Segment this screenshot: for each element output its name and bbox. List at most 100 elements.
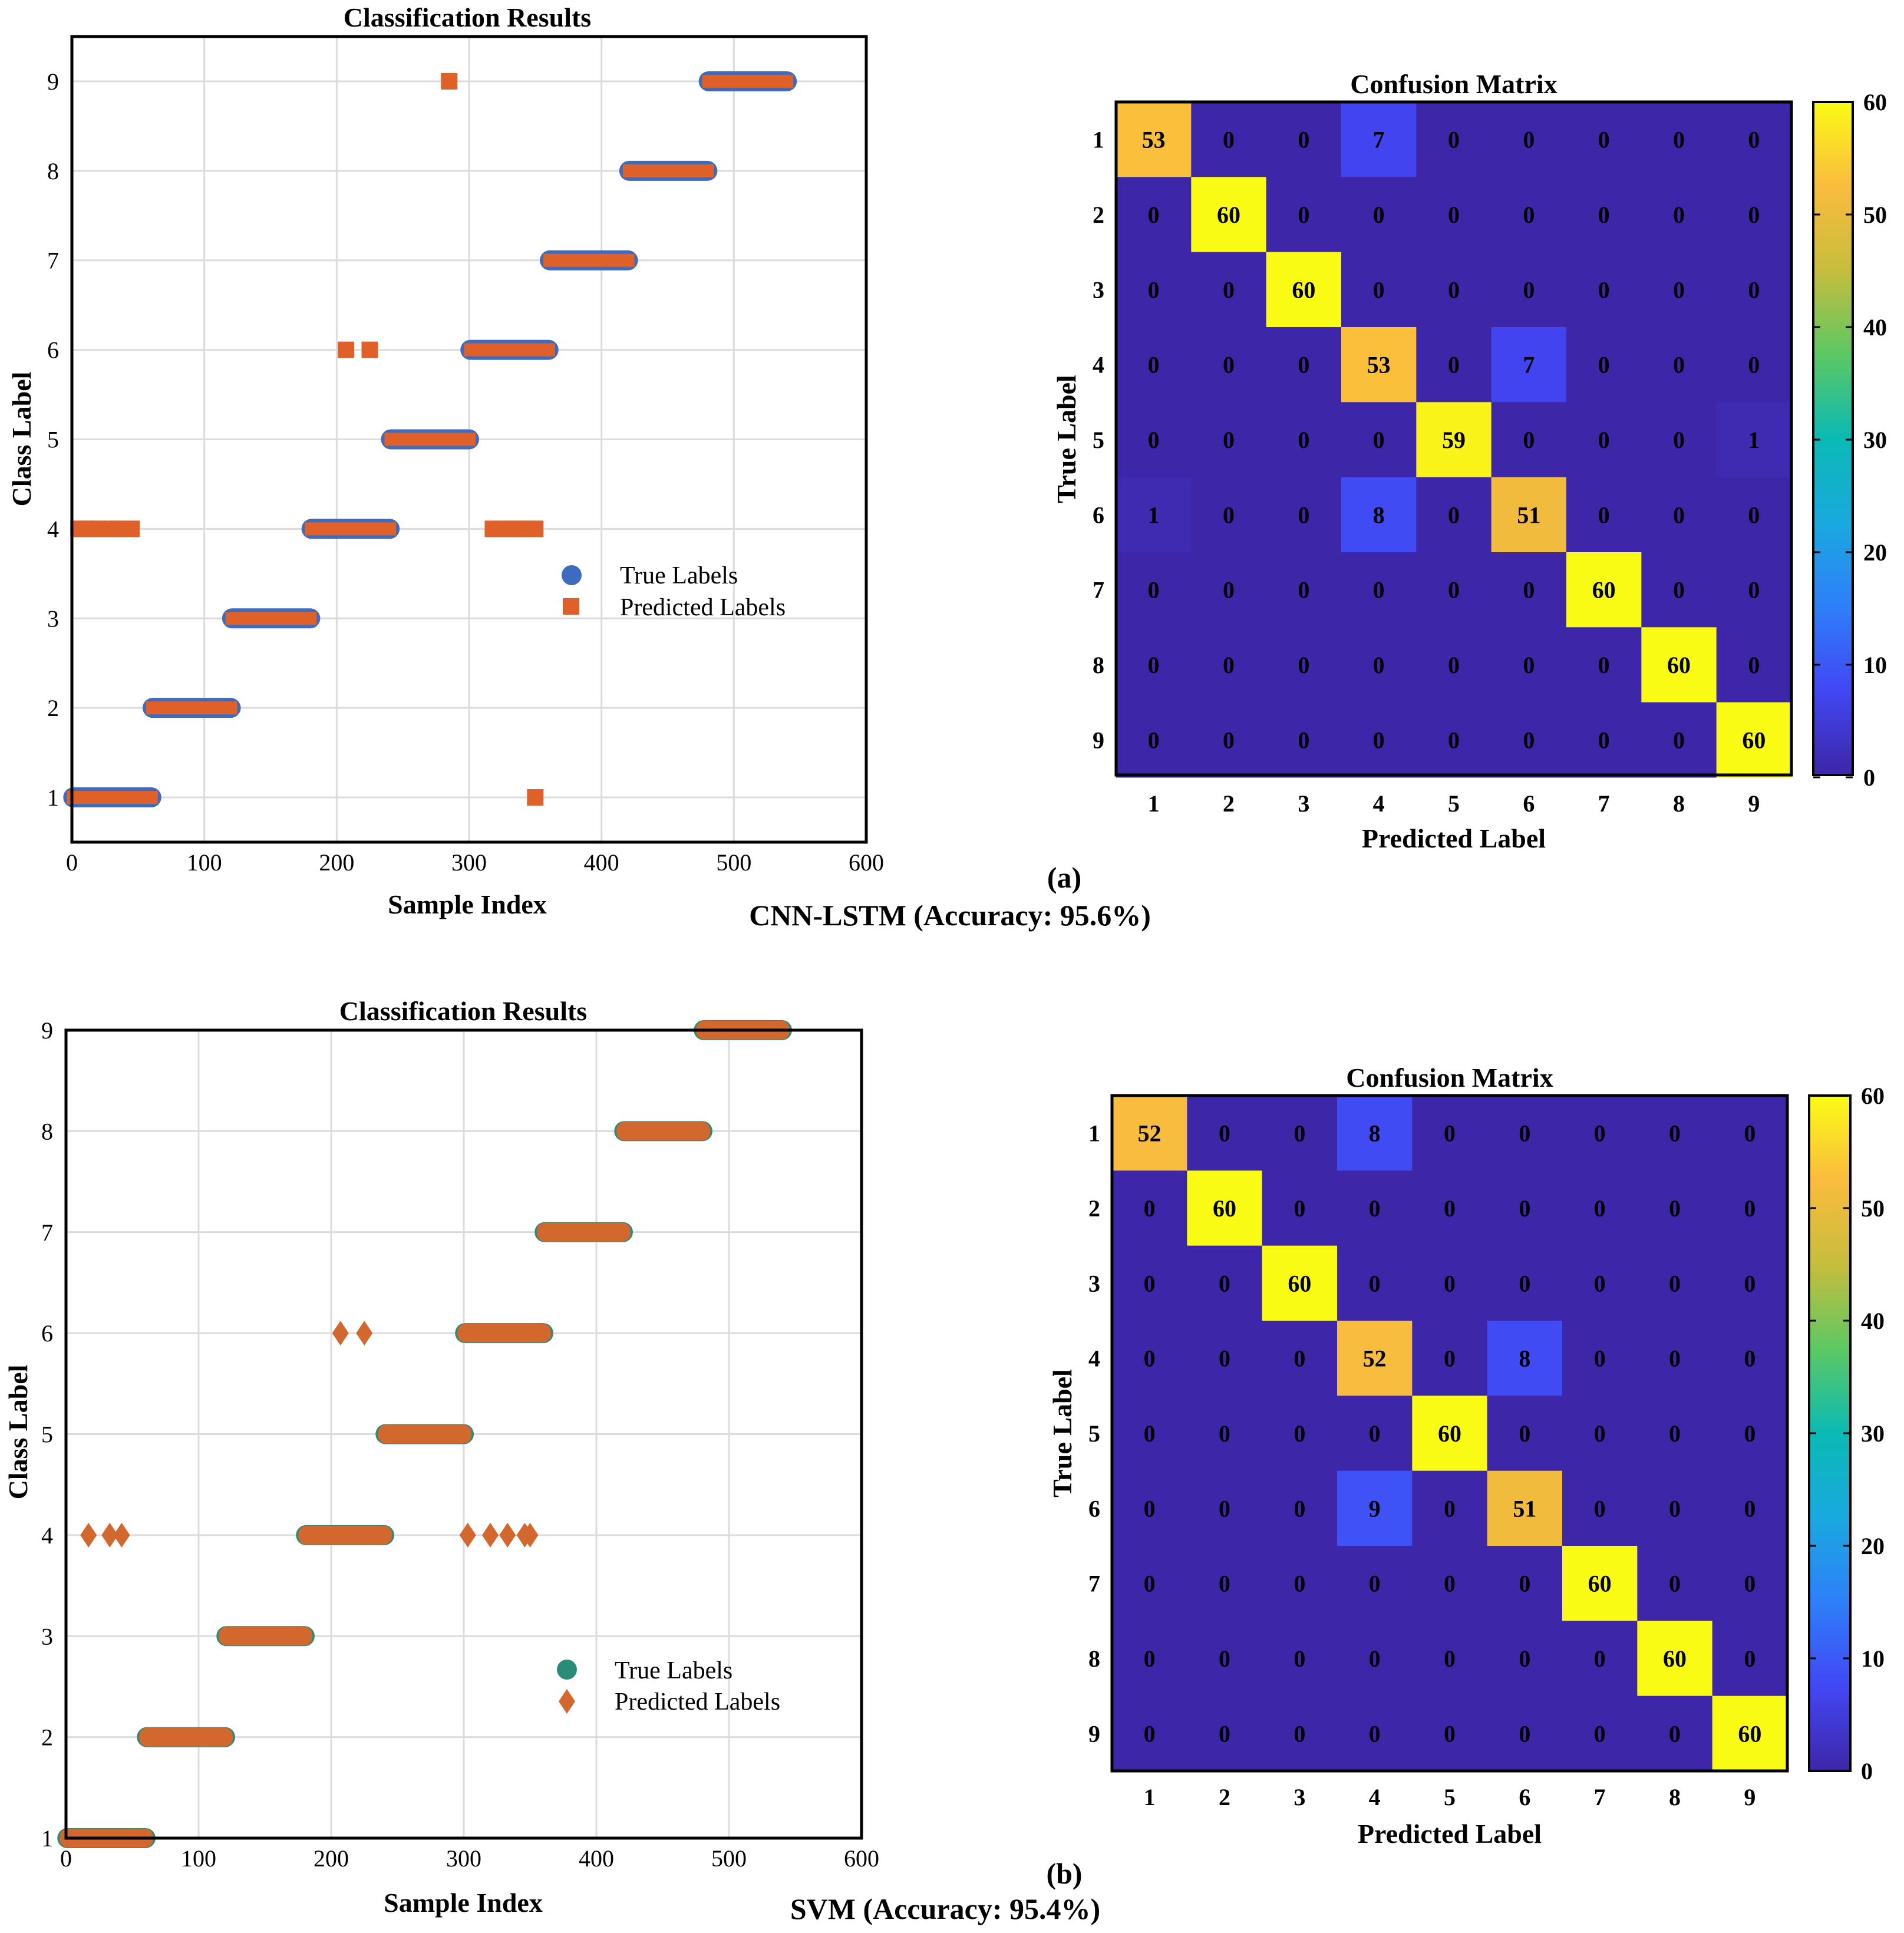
panel-b-cm-ytick-label: 9 (1088, 1720, 1100, 1747)
panel-a-cm-cell-value: 0 (1148, 427, 1160, 453)
panel-b-cm-cell (1187, 1096, 1263, 1171)
panel-b-label: (b) (1046, 1857, 1082, 1890)
panel-b-cm-cell-value: 60 (1288, 1270, 1311, 1297)
panel-b-cm-cell-value: 0 (1293, 1495, 1305, 1522)
panel-a-cm-cell (1416, 477, 1492, 553)
panel-b-colorbar-tick-label: 60 (1861, 1083, 1885, 1109)
panel-a-cm-cell-value: 0 (1598, 352, 1610, 378)
panel-b-predicted-run-class-3 (219, 1627, 312, 1646)
panel-a-cm-cell (1716, 702, 1792, 778)
panel-b-cm-cell (1112, 1696, 1187, 1772)
panel-b-cm-cell-value: 0 (1444, 1195, 1456, 1222)
panel-a-cm-cell-value: 0 (1448, 202, 1460, 228)
panel-a-cm-cell (1191, 327, 1267, 403)
panel-b-cm-cell (1487, 1170, 1563, 1246)
panel-a-cm-cell (1566, 402, 1642, 478)
panel-a-cm-cell (1191, 252, 1267, 328)
panel-b-colorbar-tick-label: 0 (1861, 1758, 1873, 1784)
panel-b-cm-cell-value: 0 (1744, 1345, 1755, 1372)
panel-a-cm-cell (1566, 102, 1642, 177)
panel-a-cm-cell (1641, 627, 1717, 703)
panel-a-ytick-label: 2 (47, 695, 59, 721)
panel-b-cm-cell-value: 0 (1293, 1720, 1305, 1747)
panel-a-cm-cell-value: 0 (1298, 427, 1309, 453)
panel-b-cm-xtick-label: 7 (1594, 1784, 1606, 1810)
panel-a-cm-cell-value: 0 (1373, 427, 1385, 453)
panel-a-cm-cell (1266, 177, 1342, 253)
panel-a-cm-cell (1341, 552, 1417, 628)
panel-b-misclassified-point (80, 1522, 97, 1548)
panel-b-cm-xtick-label: 4 (1369, 1784, 1381, 1810)
panel-b-cm-cell-value: 0 (1744, 1571, 1755, 1597)
panel-a-scatter-xlabel: Sample Index (388, 889, 547, 919)
panel-b-cm-cell-value: 0 (1144, 1195, 1156, 1222)
panel-a-ytick-label: 1 (47, 784, 59, 811)
panel-a-predicted-run-class-9 (702, 74, 794, 88)
panel-a-cm-xtick-label: 5 (1448, 790, 1460, 817)
panel-b-cm-cell-value: 0 (1144, 1645, 1156, 1672)
panel-a-scatter-frame (70, 35, 868, 844)
panel-a-cm-cell-value: 1 (1748, 427, 1760, 453)
panel-b-cm-cell-value: 0 (1444, 1270, 1456, 1297)
panel-b-cm-ytick-label: 3 (1088, 1270, 1100, 1297)
panel-a-cm-cell (1566, 627, 1642, 703)
panel-b-cm-cell (1262, 1621, 1338, 1697)
panel-a-cm-cell (1116, 702, 1192, 778)
panel-a-xtick-label: 100 (187, 849, 222, 876)
panel-a-cm-cell (1566, 552, 1642, 628)
panel-b-cm-xtick-label: 8 (1669, 1784, 1681, 1810)
panel-a-cm-cell (1341, 402, 1417, 478)
panel-b-cm-cell (1562, 1470, 1638, 1546)
panel-a-cm-title: Confusion Matrix (1350, 69, 1557, 99)
panel-a-cm-cell-value: 0 (1373, 202, 1385, 228)
panel-a-cm-cell-value: 0 (1373, 652, 1385, 678)
panel-b-cm-cell (1412, 1696, 1488, 1772)
panel-b-ytick-label: 7 (41, 1219, 53, 1246)
panel-b-cm-cell-value: 0 (1669, 1571, 1681, 1597)
panel-a-cm-cell (1491, 327, 1567, 403)
panel-a-cm-cell (1341, 177, 1417, 253)
panel-a-cm-ytick-label: 3 (1093, 276, 1104, 303)
panel-a-cm-ytick-label: 2 (1093, 202, 1104, 228)
panel-b-cm-cell (1487, 1321, 1563, 1396)
panel-a-cm-cell (1116, 327, 1192, 403)
panel-b-misclassified-point (356, 1321, 373, 1346)
panel-a-cm-cell (1416, 327, 1492, 403)
panel-b-cm-cell (1637, 1696, 1713, 1772)
panel-a-cm-cell-value: 0 (1148, 202, 1160, 228)
panel-b-cm-cell (1712, 1470, 1788, 1546)
panel-b-cm-cell-value: 0 (1293, 1420, 1305, 1447)
panel-b-cm-cell (1337, 1170, 1413, 1246)
panel-b-predicted-run-class-4 (298, 1525, 392, 1545)
panel-b-xtick-label: 600 (844, 1845, 879, 1872)
panel-a-legend-pred-label: Predicted Labels (620, 594, 786, 621)
panel-a-cm-cell-value: 0 (1523, 276, 1535, 303)
panel-a-cm-cell-value: 60 (1292, 276, 1315, 303)
panel-b-cm-cell (1637, 1170, 1713, 1246)
panel-b-cm-cell (1112, 1096, 1187, 1171)
panel-b-predicted-run-class-2 (139, 1727, 233, 1747)
panel-b-cm-ylabel: True Label (1047, 1369, 1077, 1497)
panel-a-ytick-label: 7 (47, 248, 59, 274)
panel-a-cm-cell (1416, 402, 1492, 478)
panel-b-ytick-label: 2 (41, 1724, 53, 1751)
panel-a-cm-cell-value: 0 (1148, 577, 1160, 603)
panel-a-ytick-label: 5 (47, 427, 59, 453)
panel-b-caption: SVM (Accuracy: 95.4%) (790, 1892, 1100, 1925)
panel-b-cm-cell (1487, 1621, 1563, 1697)
panel-b-cm-cell (1712, 1245, 1788, 1321)
panel-a-cm-cell (1191, 627, 1267, 703)
panel-b-cm-cell (1562, 1245, 1638, 1321)
panel-b-cm-cell (1187, 1470, 1263, 1546)
panel-b-confusion-matrix: Confusion Matrix 52 0 0 8 0 0 0 0 00 60 0 0 0 0 0 0 00 0 6… (1047, 1063, 1885, 1849)
panel-a-cm-cell-value: 60 (1667, 652, 1691, 678)
panel-b-cm-cell-value: 0 (1669, 1270, 1681, 1297)
panel-a-cm-cell (1266, 477, 1342, 553)
panel-a-caption: CNN-LSTM (Accuracy: 95.6%) (749, 899, 1151, 932)
panel-a-colorbar-tick-label: 10 (1863, 652, 1887, 678)
panel-a-misclassified-point (123, 520, 140, 537)
panel-b-cm-cell (1637, 1396, 1713, 1472)
panel-b-cm-cell (1637, 1245, 1713, 1321)
panel-a-ytick-label: 6 (47, 337, 59, 364)
panel-b-cm-cell (1637, 1621, 1713, 1697)
